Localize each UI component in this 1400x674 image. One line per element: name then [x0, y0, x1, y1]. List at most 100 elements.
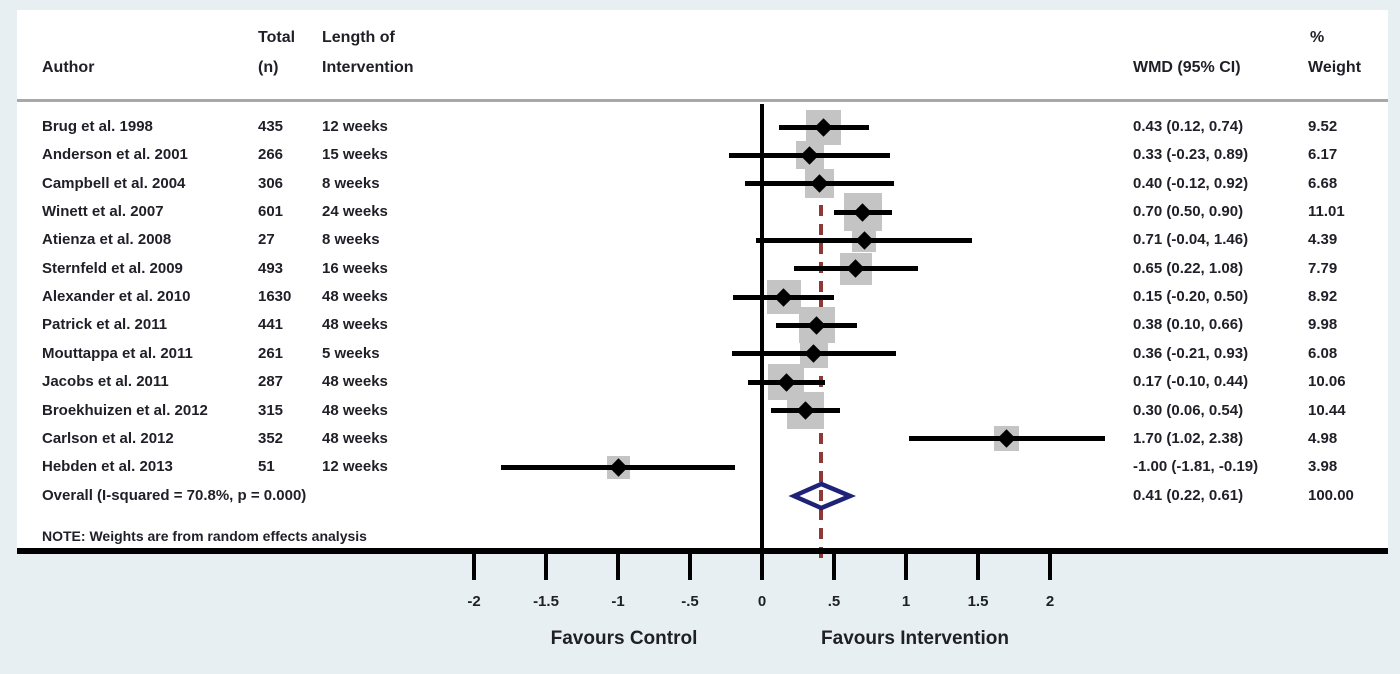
overall-label: Overall (I-squared = 70.8%, p = 0.000) [42, 486, 307, 504]
axis-tick [688, 554, 692, 580]
study-weight: 6.08 [1308, 344, 1338, 362]
study-weight: 6.68 [1308, 174, 1338, 192]
axis-tick-label: 1.5 [967, 593, 989, 610]
study-weight: 9.98 [1308, 316, 1338, 334]
study-weight: 4.98 [1308, 429, 1338, 447]
axis-tick-label: -1 [611, 593, 625, 610]
axis-tick [760, 554, 764, 580]
study-total-n: 287 [258, 373, 284, 391]
study-length: 5 weeks [322, 344, 380, 362]
column-header-weight-line2: Weight [1308, 59, 1362, 76]
axis-tick-label: 2 [1045, 593, 1055, 610]
study-total-n: 27 [258, 231, 275, 249]
study-weight: 6.17 [1308, 146, 1338, 164]
study-author: Brug et al. 1998 [42, 118, 153, 135]
study-total-n: 601 [258, 203, 284, 221]
study-author: Carlson et al. 2012 [42, 429, 174, 447]
study-total-n: 435 [258, 118, 284, 135]
study-length: 48 weeks [322, 288, 388, 306]
study-length: 8 weeks [322, 231, 380, 249]
zero-reference-line [760, 104, 764, 553]
axis-tick-label: .5 [827, 593, 841, 610]
study-wmd-ci: 0.30 (0.06, 0.54) [1133, 401, 1244, 419]
study-wmd-ci: 0.38 (0.10, 0.66) [1133, 316, 1244, 334]
study-wmd-ci: -1.00 (-1.81, -0.19) [1133, 458, 1259, 476]
study-wmd-ci: 0.36 (-0.21, 0.93) [1133, 344, 1249, 362]
study-total-n: 493 [258, 259, 284, 277]
study-author: Hebden et al. 2013 [42, 458, 173, 476]
column-header-wmd-ci: WMD (95% CI) [1133, 59, 1241, 76]
study-length: 48 weeks [322, 401, 388, 419]
axis-tick-label: -1.5 [533, 593, 559, 610]
study-total-n: 261 [258, 344, 284, 362]
axis-tick-label: -2 [467, 593, 481, 610]
study-author: Winett et al. 2007 [42, 203, 164, 221]
overall-diamond [788, 481, 856, 510]
axis-tick [616, 554, 620, 580]
column-header-total-line2: (n) [258, 59, 279, 76]
random-effects-note: NOTE: Weights are from random effects an… [42, 528, 367, 544]
study-weight: 7.79 [1308, 259, 1338, 277]
study-length: 48 weeks [322, 316, 388, 334]
column-header-author: Author [42, 59, 95, 76]
study-weight: 10.06 [1308, 373, 1346, 391]
study-author: Sternfeld et al. 2009 [42, 259, 183, 277]
study-weight: 3.98 [1308, 458, 1338, 476]
study-length: 24 weeks [322, 203, 388, 221]
study-author: Mouttappa et al. 2011 [42, 344, 193, 362]
axis-tick-label: 1 [901, 593, 911, 610]
study-total-n: 441 [258, 316, 284, 334]
column-header-total-line1: Total [258, 29, 296, 46]
study-total-n: 51 [258, 458, 275, 476]
study-wmd-ci: 0.71 (-0.04, 1.46) [1133, 231, 1249, 249]
overall-diamond-outline [788, 481, 856, 510]
study-weight: 10.44 [1308, 401, 1346, 419]
axis-baseline [17, 548, 1388, 554]
column-header-length-line1: Length of [322, 29, 395, 46]
study-wmd-ci: 0.17 (-0.10, 0.44) [1133, 373, 1249, 391]
study-length: 12 weeks [322, 118, 388, 135]
axis-tick [976, 554, 980, 580]
study-weight: 8.92 [1308, 288, 1338, 306]
study-author: Broekhuizen et al. 2012 [42, 401, 208, 419]
study-total-n: 306 [258, 174, 284, 192]
axis-tick-label: 0 [757, 593, 767, 610]
axis-tick [832, 554, 836, 580]
study-wmd-ci: 0.40 (-0.12, 0.92) [1133, 174, 1249, 192]
header-separator-line [17, 99, 1388, 102]
study-author: Campbell et al. 2004 [42, 174, 186, 192]
study-wmd-ci: 0.70 (0.50, 0.90) [1133, 203, 1244, 221]
study-length: 15 weeks [322, 146, 388, 164]
axis-tick-label: -.5 [681, 593, 699, 610]
axis-label-favours-intervention: Favours Intervention [821, 628, 1009, 649]
study-total-n: 1630 [258, 288, 292, 306]
study-wmd-ci: 0.15 (-0.20, 0.50) [1133, 288, 1249, 306]
study-author: Atienza et al. 2008 [42, 231, 172, 249]
study-length: 16 weeks [322, 259, 388, 277]
study-weight: 9.52 [1308, 118, 1338, 135]
study-wmd-ci: 0.33 (-0.23, 0.89) [1133, 146, 1249, 164]
column-header-weight-line1: % [1310, 29, 1325, 46]
axis-tick [472, 554, 476, 580]
axis-tick [1048, 554, 1052, 580]
overall-weight: 100.00 [1308, 486, 1354, 504]
study-total-n: 352 [258, 429, 284, 447]
study-weight: 4.39 [1308, 231, 1338, 249]
study-wmd-ci: 1.70 (1.02, 2.38) [1133, 429, 1244, 447]
overall-wmd-ci: 0.41 (0.22, 0.61) [1133, 486, 1244, 504]
column-header-length-line2: Intervention [322, 59, 414, 76]
study-author: Anderson et al. 2001 [42, 146, 188, 164]
study-length: 48 weeks [322, 373, 388, 391]
study-author: Alexander et al. 2010 [42, 288, 191, 306]
study-length: 48 weeks [322, 429, 388, 447]
study-author: Patrick et al. 2011 [42, 316, 168, 334]
study-wmd-ci: 0.65 (0.22, 1.08) [1133, 259, 1244, 277]
study-weight: 11.01 [1308, 203, 1345, 221]
axis-tick [544, 554, 548, 580]
study-total-n: 266 [258, 146, 284, 164]
study-length: 8 weeks [322, 174, 380, 192]
study-total-n: 315 [258, 401, 284, 419]
study-author: Jacobs et al. 2011 [42, 373, 169, 391]
study-length: 12 weeks [322, 458, 388, 476]
